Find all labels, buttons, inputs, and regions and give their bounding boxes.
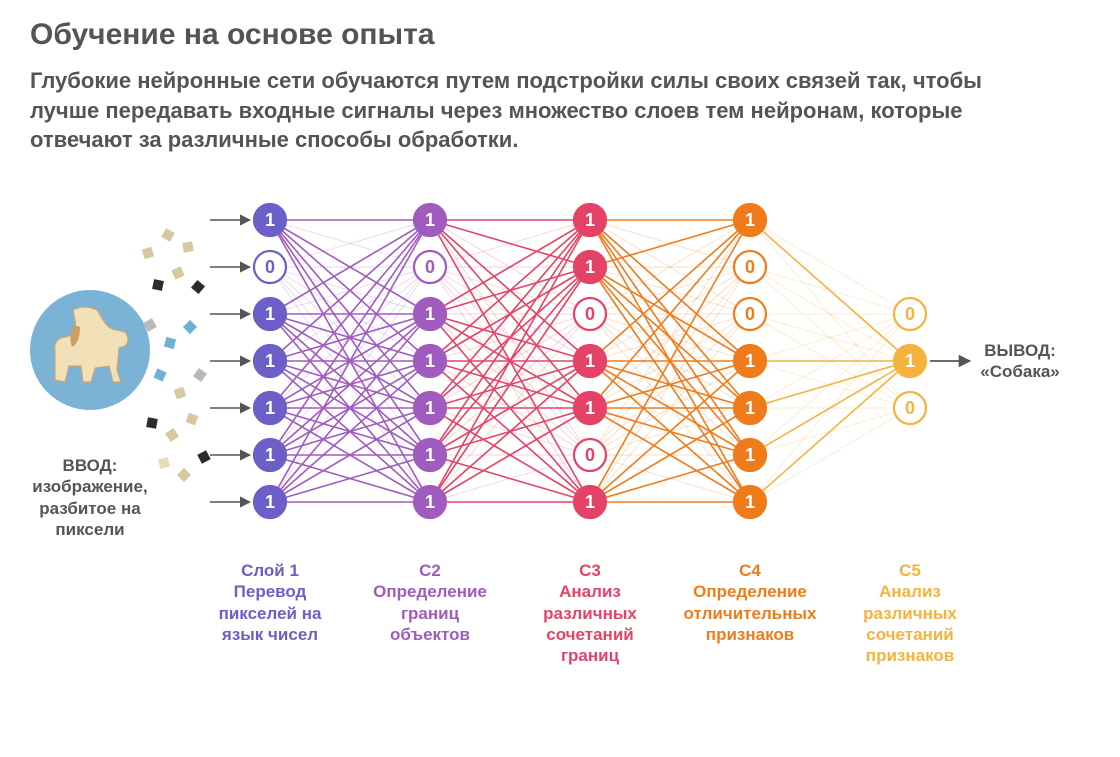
- svg-text:0: 0: [585, 304, 595, 324]
- svg-text:1: 1: [425, 304, 435, 324]
- svg-text:0: 0: [265, 257, 275, 277]
- svg-text:1: 1: [265, 398, 275, 418]
- svg-text:0: 0: [905, 398, 915, 418]
- page-subtitle: Глубокие нейронные сети обучаются путем …: [30, 66, 1010, 155]
- svg-text:1: 1: [265, 351, 275, 371]
- svg-text:1: 1: [425, 210, 435, 230]
- page-title: Обучение на основе опыта: [30, 18, 1090, 52]
- svg-text:1: 1: [425, 445, 435, 465]
- svg-text:1: 1: [745, 445, 755, 465]
- svg-text:0: 0: [905, 304, 915, 324]
- svg-text:1: 1: [745, 398, 755, 418]
- layer-label-1: Слой 1Переводпикселей наязык чисел: [195, 560, 345, 645]
- svg-text:1: 1: [425, 351, 435, 371]
- input-image: [30, 290, 150, 410]
- output-label: ВЫВОД:«Собака»: [960, 340, 1080, 383]
- pixel-squares: [142, 228, 211, 482]
- svg-text:1: 1: [745, 492, 755, 512]
- input-arrows: [210, 220, 250, 502]
- layer-label-3: С3Анализразличныхсочетанийграниц: [515, 560, 665, 666]
- svg-text:1: 1: [585, 398, 595, 418]
- svg-text:1: 1: [585, 257, 595, 277]
- svg-text:1: 1: [265, 304, 275, 324]
- svg-text:1: 1: [745, 210, 755, 230]
- svg-text:1: 1: [585, 351, 595, 371]
- svg-text:0: 0: [745, 304, 755, 324]
- svg-text:1: 1: [425, 492, 435, 512]
- layer-label-5: С5Анализразличныхсочетанийпризнаков: [835, 560, 985, 666]
- svg-text:1: 1: [585, 492, 595, 512]
- layer-label-4: С4Определениеотличительныхпризнаков: [675, 560, 825, 645]
- svg-text:1: 1: [425, 398, 435, 418]
- svg-text:0: 0: [585, 445, 595, 465]
- svg-text:0: 0: [425, 257, 435, 277]
- layer-label-2: С2Определениеграницобъектов: [355, 560, 505, 645]
- svg-text:1: 1: [265, 492, 275, 512]
- svg-text:1: 1: [905, 351, 915, 371]
- svg-text:0: 0: [745, 257, 755, 277]
- input-label: ВВОД:изображение,разбитое напиксели: [20, 455, 160, 540]
- svg-text:1: 1: [265, 210, 275, 230]
- nn-diagram: 1011111101111111011011001111010 ВВОД:изо…: [30, 175, 1090, 735]
- svg-text:1: 1: [265, 445, 275, 465]
- svg-text:1: 1: [585, 210, 595, 230]
- svg-text:1: 1: [745, 351, 755, 371]
